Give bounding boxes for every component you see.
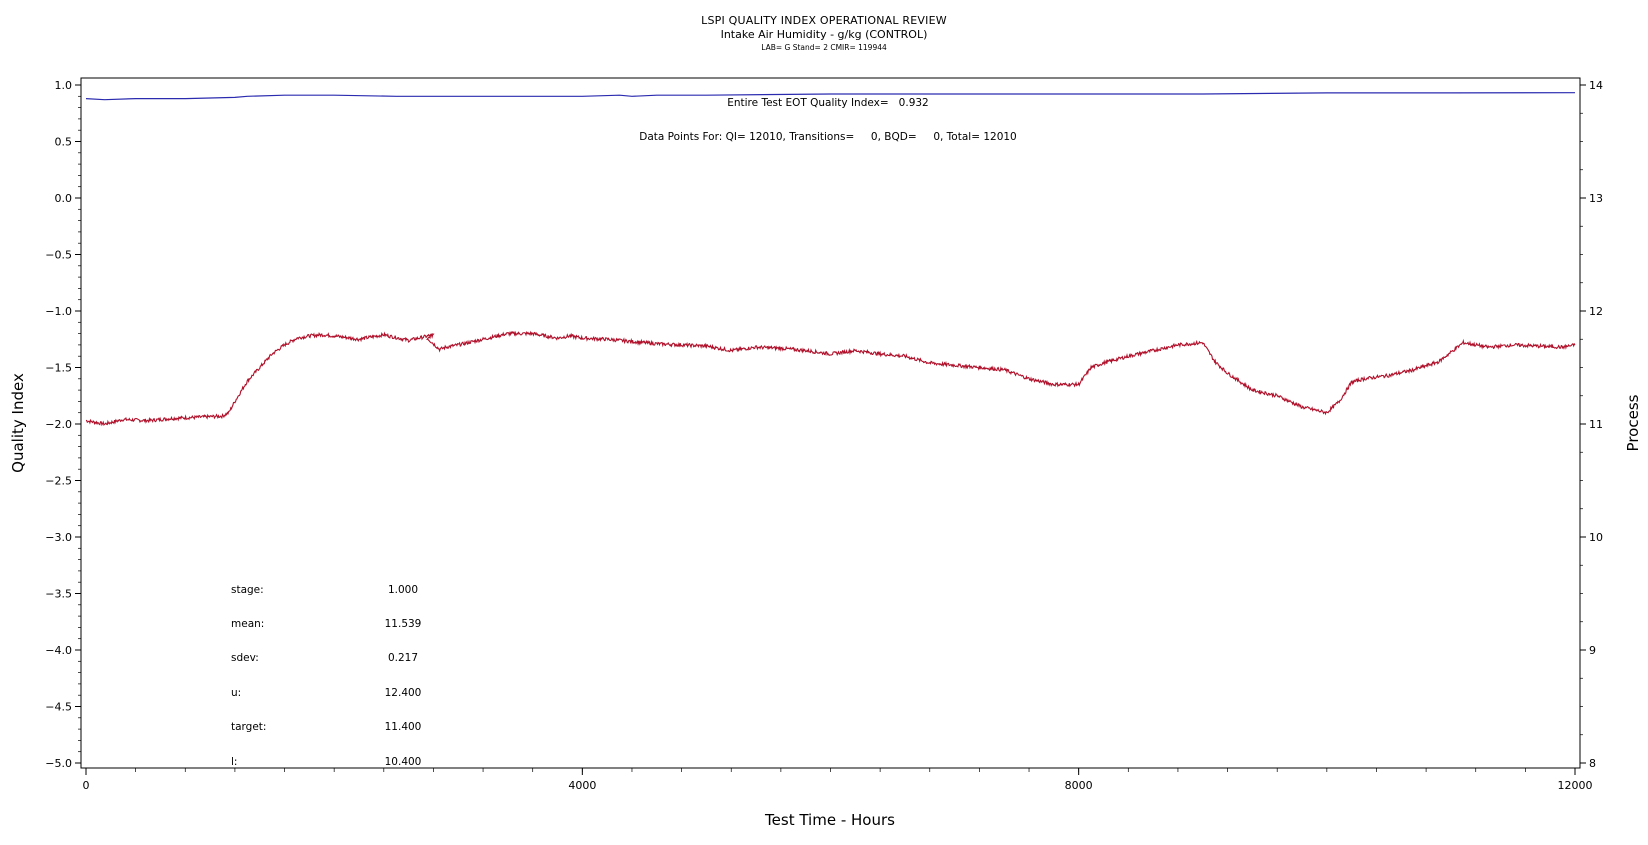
stat-value-upper: 12.400 <box>385 687 422 699</box>
stat-value-mean: 11.539 <box>385 618 422 630</box>
stat-value-lower: 10.400 <box>385 756 422 768</box>
x-axis-label: Test Time - Hours <box>764 811 895 829</box>
qi-annotation: Entire Test EOT Quality Index= 0.932 <box>727 97 929 109</box>
stat-label-mean: mean: <box>231 618 264 630</box>
y-tick-label: 1.0 <box>55 79 73 92</box>
chart-title: LSPI QUALITY INDEX OPERATIONAL REVIEW <box>701 14 947 27</box>
process-line <box>85 330 1576 427</box>
y-tick-label: −2.0 <box>45 418 72 431</box>
data-points-annotation: Data Points For: QI= 12010, Transitions=… <box>639 131 1017 143</box>
x-tick-label: 8000 <box>1065 779 1093 792</box>
x-tick-label: 0 <box>83 779 90 792</box>
y-tick-label: −4.0 <box>45 644 72 657</box>
y2-tick-label: 12 <box>1589 305 1603 318</box>
stat-value-sdev: 0.217 <box>388 652 418 664</box>
stat-value-stage: 1.000 <box>388 584 418 596</box>
y-tick-label: −3.5 <box>45 588 72 601</box>
y-tick-label: −1.0 <box>45 305 72 318</box>
y-tick-label: −0.5 <box>45 249 72 262</box>
y2-axis-label: Process <box>1624 394 1642 451</box>
stat-value-target: 11.400 <box>385 721 422 733</box>
y2-tick-label: 10 <box>1589 531 1603 544</box>
y-tick-label: −5.0 <box>45 757 72 770</box>
x-tick-label: 12000 <box>1558 779 1593 792</box>
stat-label-lower: l: <box>231 756 237 768</box>
y-tick-label: −1.5 <box>45 362 72 375</box>
quality-index-line <box>85 92 1576 101</box>
y-tick-label: 0.5 <box>55 136 73 149</box>
y2-tick-label: 8 <box>1589 757 1596 770</box>
y2-tick-label: 9 <box>1589 644 1596 657</box>
data-series <box>85 92 1576 427</box>
chart-subtitle: Intake Air Humidity - g/kg (CONTROL) <box>720 28 928 41</box>
y2-tick-label: 11 <box>1589 418 1603 431</box>
plot-frame <box>80 77 1581 769</box>
y2-tick-label: 14 <box>1589 79 1603 92</box>
stat-label-upper: u: <box>231 687 241 699</box>
stat-label-stage: stage: <box>231 584 264 596</box>
x-tick-label: 4000 <box>568 779 596 792</box>
y-tick-label: −3.0 <box>45 531 72 544</box>
y-tick-label: 0.0 <box>55 192 73 205</box>
y2-tick-label: 13 <box>1589 192 1603 205</box>
stat-label-sdev: sdev: <box>231 652 259 664</box>
y-tick-label: −4.5 <box>45 701 72 714</box>
stats-block: stage: 1.000 mean: 11.539 sdev: 0.217 u:… <box>231 584 421 768</box>
stat-label-target: target: <box>231 721 266 733</box>
axis-ticks: 1.0 0.5 0.0 −0.5 −1.0 −1.5 −2.0 −2.5 −3.0 −3.5 −4.… <box>45 79 1603 792</box>
y-axis-label: Quality Index <box>9 373 27 473</box>
y-tick-label: −2.5 <box>45 475 72 488</box>
chart-meta: LAB= G Stand= 2 CMIR= 119944 <box>761 43 887 52</box>
